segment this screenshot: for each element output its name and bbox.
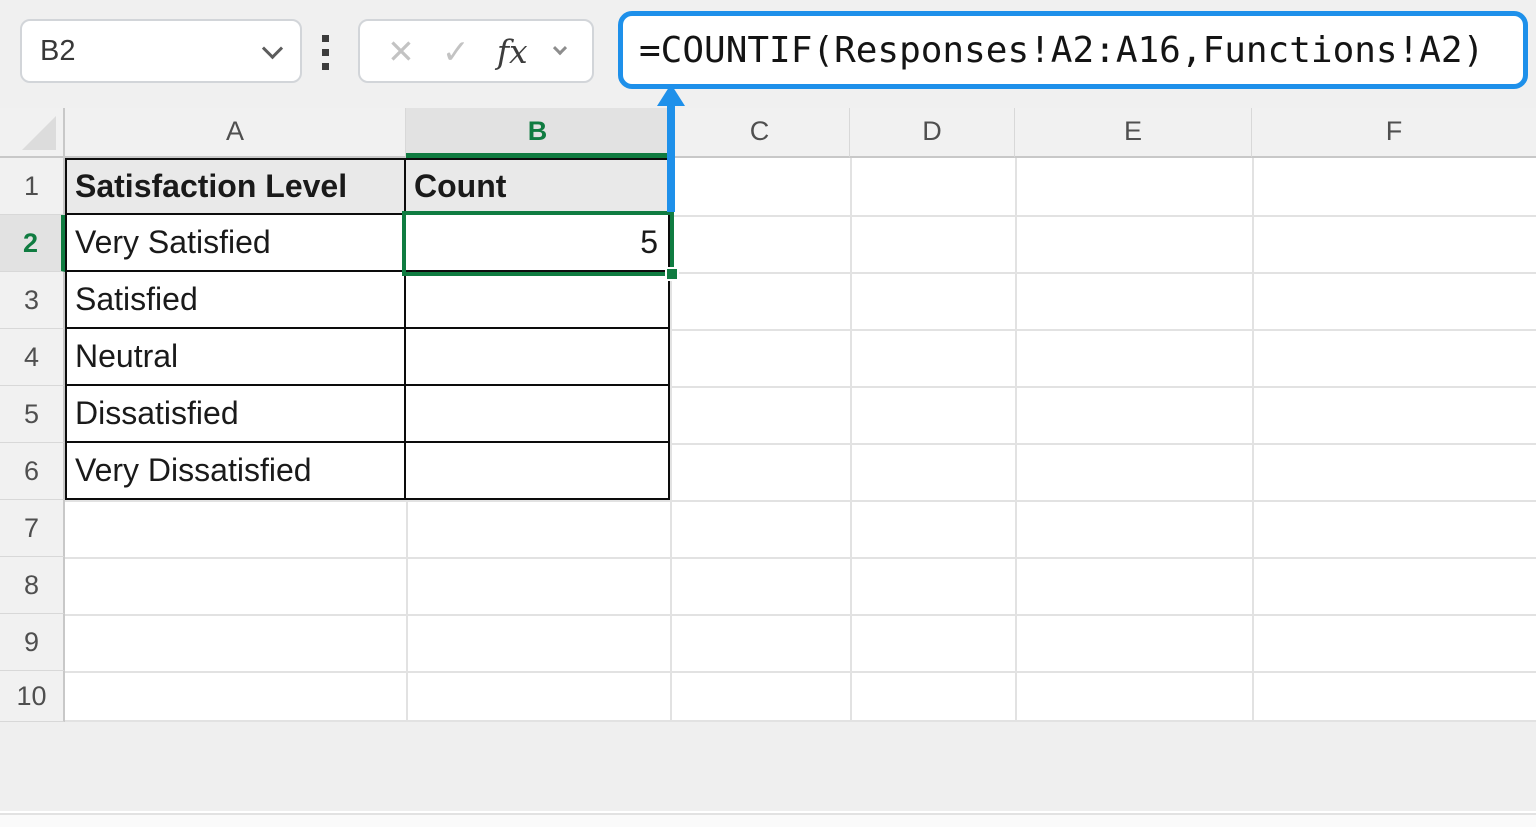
cell-b1[interactable]: Count [406,158,670,215]
cell-a5[interactable]: Dissatisfied [65,386,406,443]
cell-b5[interactable] [406,386,670,443]
row-header-3[interactable]: 3 [0,272,65,329]
cell-a4[interactable]: Neutral [65,329,406,386]
status-strip [0,813,1536,827]
column-header-d[interactable]: D [850,108,1015,158]
row-header-5[interactable]: 5 [0,386,65,443]
cancel-icon[interactable]: ✕ [387,32,415,70]
row-header-6[interactable]: 6 [0,443,65,500]
cell-b4[interactable] [406,329,670,386]
row-header-9[interactable]: 9 [0,614,65,671]
sheet-tab-bar: Functions + [0,722,1536,811]
insert-function-icon[interactable]: fx [496,31,528,71]
selection-outline [402,211,679,281]
select-all-triangle-icon [22,116,56,150]
cell-a2[interactable]: Very Satisfied [65,215,406,272]
cell-b2[interactable]: 5 [406,215,670,272]
formula-bar-area: B2 ✕ ✓ fx =COUNTIF(Responses!A2:A16,Func… [0,0,1536,108]
row-header-1[interactable]: 1 [0,158,65,215]
cell-a6[interactable]: Very Dissatisfied [65,443,406,500]
row-header-2[interactable]: 2 [0,215,65,272]
column-header-c[interactable]: C [670,108,850,158]
fill-handle[interactable] [665,267,679,281]
select-all-button[interactable] [0,108,65,158]
cell-a1[interactable]: Satisfaction Level [65,158,406,215]
formula-input[interactable]: =COUNTIF(Responses!A2:A16,Functions!A2) [618,11,1528,89]
name-box[interactable]: B2 [20,19,302,83]
column-header-b[interactable]: B [406,108,670,158]
annotation-arrow-head-icon [657,84,685,106]
cell-a3[interactable]: Satisfied [65,272,406,329]
column-header-a[interactable]: A [65,108,406,158]
formula-text: =COUNTIF(Responses!A2:A16,Functions!A2) [639,29,1485,71]
column-header-e[interactable]: E [1015,108,1252,158]
confirm-icon[interactable]: ✓ [442,32,470,70]
column-header-f[interactable]: F [1252,108,1536,158]
row-header-4[interactable]: 4 [0,329,65,386]
row-header-8[interactable]: 8 [0,557,65,614]
annotation-arrow-line [667,100,675,212]
chevron-down-icon[interactable] [552,41,567,56]
data-table: Satisfaction Level Count Very Satisfied … [65,158,670,500]
row-header-10[interactable]: 10 [0,671,65,722]
cell-b3[interactable] [406,272,670,329]
chevron-down-icon[interactable] [261,37,284,59]
formula-buttons-group: ✕ ✓ fx [358,19,594,83]
kebab-separator-icon [322,35,329,70]
name-box-value: B2 [40,34,76,67]
cell-b6[interactable] [406,443,670,500]
row-header-7[interactable]: 7 [0,500,65,557]
